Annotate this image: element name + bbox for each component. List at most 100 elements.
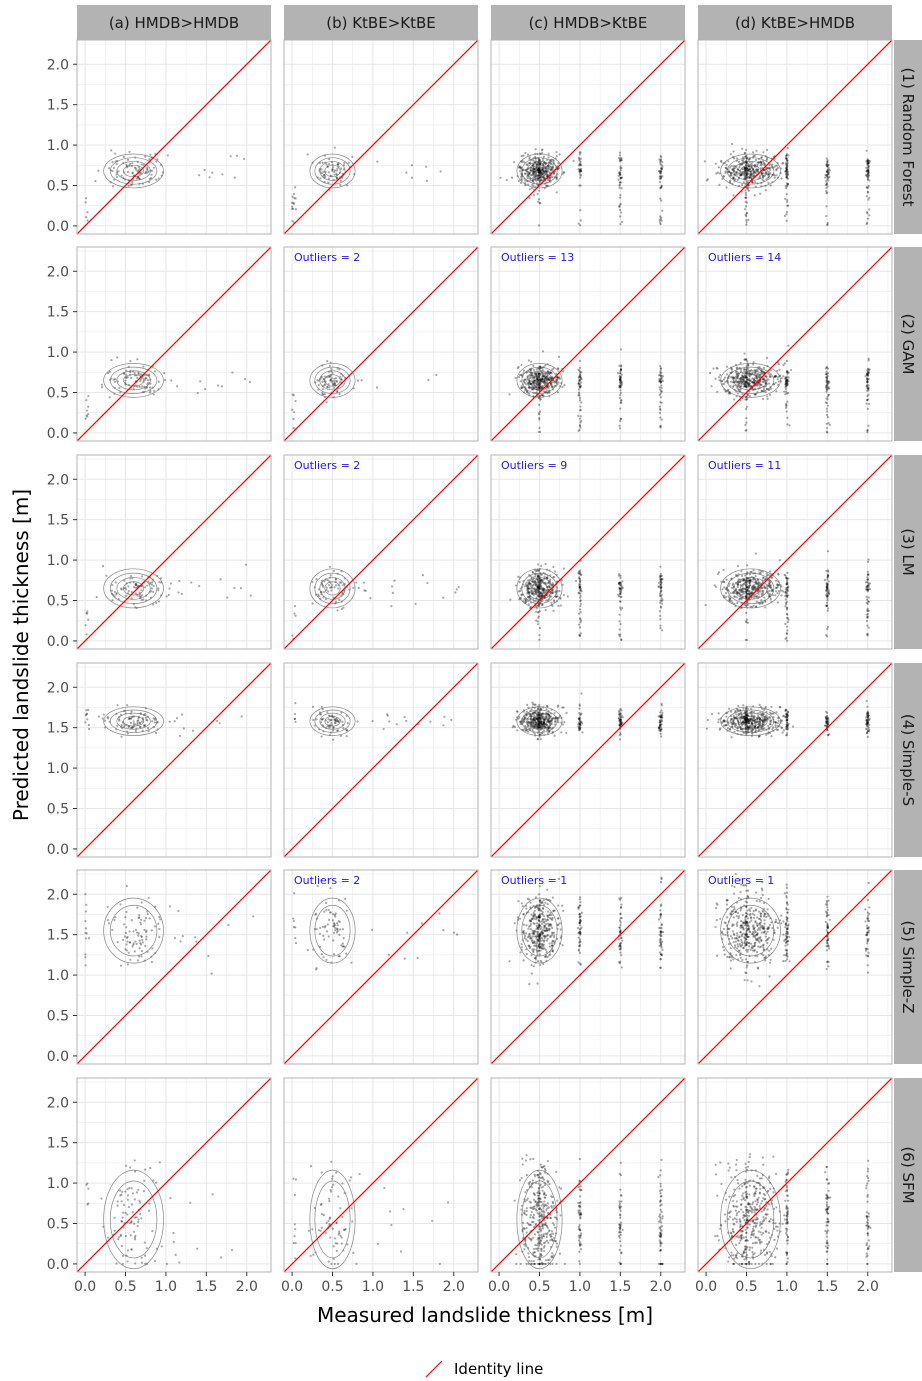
data-point: [533, 580, 536, 584]
data-point: [336, 729, 340, 732]
data-point: [661, 713, 664, 717]
data-point: [729, 174, 732, 177]
data-point: [330, 368, 333, 371]
data-point: [619, 721, 623, 724]
data-point: [744, 169, 747, 172]
data-point: [776, 586, 779, 589]
data-point: [744, 177, 748, 180]
data-point: [578, 716, 581, 719]
data-point: [866, 383, 869, 386]
data-point: [826, 583, 829, 587]
data-point: [544, 715, 547, 718]
data-point: [505, 178, 508, 182]
data-point: [659, 367, 662, 370]
data-point: [734, 379, 737, 382]
data-point: [749, 605, 752, 608]
data-point: [125, 373, 128, 376]
data-point: [538, 721, 542, 724]
data-point: [578, 725, 581, 728]
data-point: [405, 719, 408, 722]
data-point: [825, 389, 829, 392]
data-point: [825, 192, 828, 195]
data-point: [541, 168, 544, 171]
data-point: [748, 382, 752, 385]
data-point: [537, 167, 540, 171]
data-point: [659, 380, 662, 383]
panel-r4-c3: [490, 662, 686, 858]
data-point: [340, 377, 343, 381]
data-point: [549, 371, 552, 374]
data-point: [658, 380, 662, 383]
data-point: [333, 586, 336, 589]
data-point: [746, 173, 749, 176]
data-point: [747, 379, 750, 382]
data-point: [538, 394, 541, 397]
data-point: [657, 170, 661, 173]
data-point: [748, 371, 751, 375]
data-point: [786, 204, 790, 207]
data-point: [659, 592, 662, 595]
data-point: [342, 606, 345, 609]
data-point: [784, 574, 787, 577]
data-point: [546, 165, 549, 168]
data-point: [658, 721, 661, 724]
data-point: [826, 381, 829, 384]
data-point: [538, 413, 541, 416]
data-point: [578, 626, 582, 629]
data-point: [660, 715, 663, 719]
data-point: [557, 367, 560, 371]
data-point: [746, 367, 749, 370]
data-point: [118, 719, 121, 722]
data-point: [744, 620, 747, 623]
data-point: [659, 599, 662, 602]
data-point: [332, 729, 335, 732]
data-point: [312, 718, 315, 722]
data-point: [526, 153, 530, 156]
data-point: [746, 177, 749, 180]
data-point: [865, 585, 868, 589]
data-point: [743, 177, 746, 180]
data-point: [546, 705, 549, 708]
data-point: [536, 714, 539, 717]
data-point: [825, 582, 828, 585]
data-point: [866, 173, 869, 176]
data-point: [785, 157, 788, 160]
data-point: [549, 168, 552, 171]
data-point: [749, 165, 753, 168]
data-point: [751, 586, 754, 589]
data-point: [661, 160, 664, 164]
data-point: [538, 716, 542, 720]
data-point: [519, 165, 522, 168]
data-point: [785, 168, 789, 172]
data-point: [661, 629, 664, 632]
data-point: [547, 378, 550, 381]
data-point: [770, 576, 773, 579]
data-point: [562, 593, 565, 597]
data-point: [547, 712, 550, 715]
data-point: [866, 386, 869, 389]
data-point: [740, 377, 743, 381]
data-point: [866, 590, 869, 593]
data-point: [333, 718, 336, 721]
data-point: [536, 378, 539, 382]
data-point: [825, 162, 828, 166]
density-contour: [324, 715, 341, 727]
data-point: [320, 172, 324, 175]
data-point: [743, 379, 746, 382]
data-point: [785, 592, 789, 595]
data-point: [356, 720, 359, 723]
data-point: [125, 163, 128, 167]
data-point: [85, 612, 88, 615]
data-point: [536, 604, 539, 607]
data-point: [536, 167, 540, 170]
data-point: [148, 177, 151, 180]
data-point: [534, 173, 538, 176]
data-point: [727, 595, 730, 598]
data-point: [619, 176, 622, 179]
data-point: [868, 368, 871, 371]
data-point: [866, 609, 869, 612]
data-point: [827, 173, 830, 176]
data-point: [748, 375, 751, 378]
data-point: [761, 397, 765, 401]
data-point: [578, 428, 581, 431]
